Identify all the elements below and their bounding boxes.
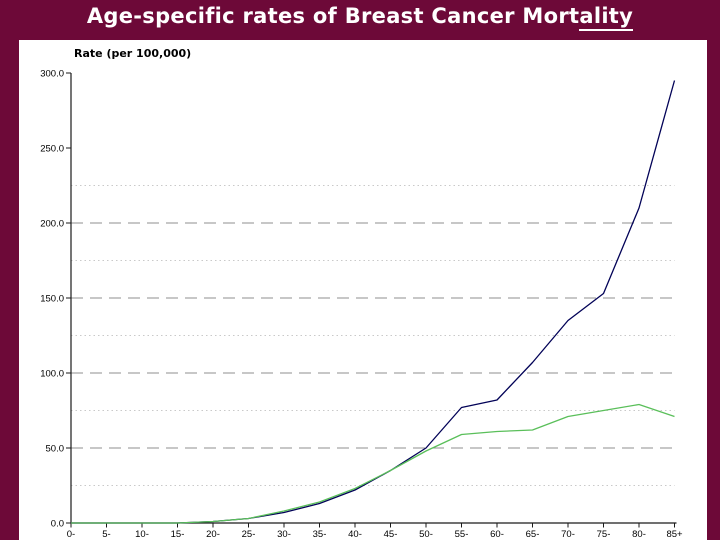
x-tick-label: 25- [242, 529, 256, 540]
x-tick-label: 60- [490, 529, 504, 540]
x-tick-label: 30- [277, 529, 291, 540]
x-tick-label: 5- [102, 529, 110, 540]
x-tick-label: 40- [348, 529, 362, 540]
x-tick-label: 50- [419, 529, 433, 540]
x-tick-label: 65- [526, 529, 540, 540]
page-title-text: Age-specific rates of Breast Cancer Mort [86, 4, 580, 28]
line-chart: 0.0 50.0 100.0 150.0 200.0 250.0 300.0 0- 5- 10- 1… [40, 69, 683, 540]
x-tick-label: 85+ [666, 529, 683, 540]
page-title-underlined-text: ality [579, 4, 634, 31]
page-title: Age-specific rates of Breast Cancer Mort… [0, 4, 720, 31]
y-axis-label: Rate (per 100,000) [74, 47, 192, 60]
y-tick-label: 0.0 [51, 519, 64, 530]
y-tick-label: 250.0 [40, 144, 64, 155]
x-tick-label: 70- [561, 529, 575, 540]
chart-panel: Rate (per 100,000) 0.0 50.0 100.0 150.0 200.… [19, 40, 707, 540]
x-tick-label: 15- [171, 529, 185, 540]
x-tick-label: 45- [384, 529, 398, 540]
dark-navy-line [71, 80, 676, 524]
x-tick-label: 20- [206, 529, 220, 540]
x-tick-label: 75- [597, 529, 611, 540]
y-tick-label: 50.0 [46, 444, 65, 455]
y-tick-label: 200.0 [40, 219, 64, 230]
green-line [71, 403, 675, 524]
x-tick-label: 10- [135, 529, 149, 540]
x-tick-label: 35- [313, 529, 327, 540]
x-tick-label: 80- [632, 529, 646, 540]
y-tick-label: 150.0 [40, 294, 64, 305]
x-tick-label: 55- [455, 529, 469, 540]
y-tick-label: 300.0 [40, 69, 64, 80]
x-tick-label: 0- [67, 529, 75, 540]
y-tick-label: 100.0 [40, 369, 64, 380]
